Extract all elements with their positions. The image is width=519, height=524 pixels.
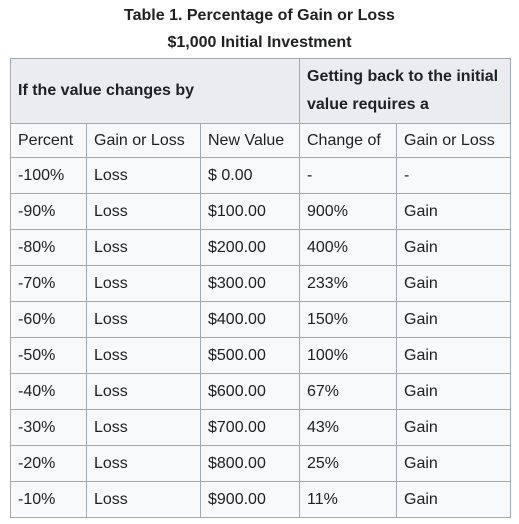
cell-new-value: $600.00 bbox=[200, 373, 300, 410]
cell-percent: -50% bbox=[10, 337, 87, 374]
cell-required-gain-or-loss: Gain bbox=[396, 481, 511, 518]
cell-required-gain-or-loss: Gain bbox=[396, 373, 511, 410]
cell-gain-or-loss: Loss bbox=[86, 337, 201, 374]
cell-new-value: $500.00 bbox=[200, 337, 300, 374]
gain-loss-table: If the value changes by Getting back to … bbox=[10, 58, 511, 518]
cell-change-of: 25% bbox=[299, 445, 397, 482]
column-header-percent: Percent bbox=[10, 123, 87, 158]
table-row: -10% Loss $900.00 11% Gain bbox=[10, 481, 511, 518]
group-header-row: If the value changes by Getting back to … bbox=[10, 58, 511, 124]
cell-gain-or-loss: Loss bbox=[86, 445, 201, 482]
group-header-getting-back: Getting back to the initial value requir… bbox=[299, 58, 511, 124]
caption-subtitle: $1,000 Initial Investment bbox=[167, 34, 352, 51]
cell-gain-or-loss: Loss bbox=[86, 157, 201, 194]
cell-gain-or-loss: Loss bbox=[86, 265, 201, 302]
column-header-row: Percent Gain or Loss New Value Change of… bbox=[10, 123, 511, 158]
column-header-gain-or-loss-2: Gain or Loss bbox=[396, 123, 511, 158]
cell-required-gain-or-loss: Gain bbox=[396, 409, 511, 446]
table-row: -60% Loss $400.00 150% Gain bbox=[10, 301, 511, 338]
cell-percent: -30% bbox=[10, 409, 87, 446]
column-header-change-of: Change of bbox=[299, 123, 397, 158]
cell-gain-or-loss: Loss bbox=[86, 409, 201, 446]
cell-percent: -40% bbox=[10, 373, 87, 410]
cell-required-gain-or-loss: Gain bbox=[396, 337, 511, 374]
cell-required-gain-or-loss: - bbox=[396, 157, 511, 194]
cell-gain-or-loss: Loss bbox=[86, 193, 201, 230]
cell-change-of: 150% bbox=[299, 301, 397, 338]
table-body: -100% Loss $ 0.00- - -90% Loss $100.00 900% Gain… bbox=[10, 157, 511, 518]
cell-change-of: 900% bbox=[299, 193, 397, 230]
cell-new-value: $900.00 bbox=[200, 481, 300, 518]
cell-new-value: $ 0.00 bbox=[200, 157, 300, 194]
cell-change-of: 11% bbox=[299, 481, 397, 518]
cell-gain-or-loss: Loss bbox=[86, 481, 201, 518]
table-row: -100% Loss $ 0.00- - bbox=[10, 157, 511, 194]
table-row: -70% Loss $300.00 233% Gain bbox=[10, 265, 511, 302]
cell-gain-or-loss: Loss bbox=[86, 229, 201, 266]
table-caption: Table 1. Percentage of Gain or Loss $1,0… bbox=[0, 0, 519, 56]
cell-gain-or-loss: Loss bbox=[86, 373, 201, 410]
caption-title: Table 1. Percentage of Gain or Loss bbox=[124, 7, 395, 24]
cell-percent: -90% bbox=[10, 193, 87, 230]
cell-change-of: 400% bbox=[299, 229, 397, 266]
table-row: -80% Loss $200.00 400% Gain bbox=[10, 229, 511, 266]
cell-required-gain-or-loss: Gain bbox=[396, 445, 511, 482]
group-header-value-changes: If the value changes by bbox=[10, 58, 300, 124]
cell-required-gain-or-loss: Gain bbox=[396, 265, 511, 302]
cell-change-of: - bbox=[299, 157, 397, 194]
cell-percent: -70% bbox=[10, 265, 87, 302]
cell-percent: -100% bbox=[10, 157, 87, 194]
cell-change-of: 67% bbox=[299, 373, 397, 410]
cell-new-value: $700.00 bbox=[200, 409, 300, 446]
cell-gain-or-loss: Loss bbox=[86, 301, 201, 338]
cell-new-value: $400.00 bbox=[200, 301, 300, 338]
cell-percent: -60% bbox=[10, 301, 87, 338]
cell-required-gain-or-loss: Gain bbox=[396, 193, 511, 230]
cell-required-gain-or-loss: Gain bbox=[396, 301, 511, 338]
cell-required-gain-or-loss: Gain bbox=[396, 229, 511, 266]
cell-new-value: $100.00 bbox=[200, 193, 300, 230]
table-row: -50% Loss $500.00 100% Gain bbox=[10, 337, 511, 374]
column-header-new-value: New Value bbox=[200, 123, 300, 158]
cell-change-of: 233% bbox=[299, 265, 397, 302]
cell-percent: -20% bbox=[10, 445, 87, 482]
cell-new-value: $800.00 bbox=[200, 445, 300, 482]
table-row: -20% Loss $800.00 25% Gain bbox=[10, 445, 511, 482]
cell-percent: -80% bbox=[10, 229, 87, 266]
cell-change-of: 100% bbox=[299, 337, 397, 374]
cell-new-value: $200.00 bbox=[200, 229, 300, 266]
table-row: -40% Loss $600.00 67% Gain bbox=[10, 373, 511, 410]
table-row: -90% Loss $100.00 900% Gain bbox=[10, 193, 511, 230]
cell-new-value: $300.00 bbox=[200, 265, 300, 302]
column-header-gain-or-loss: Gain or Loss bbox=[86, 123, 201, 158]
cell-change-of: 43% bbox=[299, 409, 397, 446]
table-row: -30% Loss $700.00 43% Gain bbox=[10, 409, 511, 446]
cell-percent: -10% bbox=[10, 481, 87, 518]
